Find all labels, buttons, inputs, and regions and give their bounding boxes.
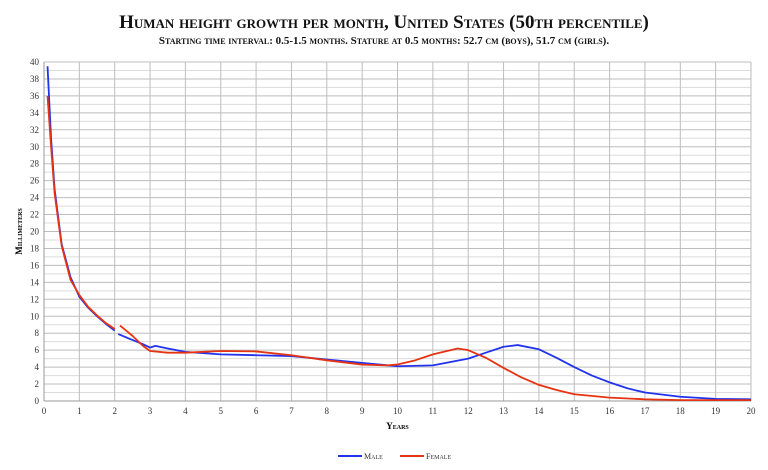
y-tick-label: 14 xyxy=(30,277,40,287)
x-tick-label: 3 xyxy=(148,406,153,416)
y-tick-label: 4 xyxy=(35,362,40,372)
x-tick-label: 8 xyxy=(325,406,330,416)
y-tick-label: 22 xyxy=(30,210,39,220)
y-tick-label: 0 xyxy=(35,396,40,406)
x-tick-label: 18 xyxy=(676,406,686,416)
series-line-female xyxy=(46,95,116,330)
x-tick-label: 15 xyxy=(570,406,580,416)
chart-title: Human height growth per month, United St… xyxy=(119,12,649,33)
series-line-male xyxy=(117,333,752,401)
y-tick-label: 26 xyxy=(30,176,40,186)
x-tick-label: 7 xyxy=(289,406,294,416)
x-tick-label: 4 xyxy=(183,406,188,416)
y-tick-label: 6 xyxy=(35,345,40,355)
x-tick-label: 16 xyxy=(605,406,615,416)
x-tick-label: 1 xyxy=(77,406,82,416)
y-tick-label: 12 xyxy=(30,294,39,304)
y-tick-label: 30 xyxy=(30,142,40,152)
y-tick-label: 2 xyxy=(35,379,40,389)
x-tick-label: 14 xyxy=(534,406,544,416)
y-tick-label: 16 xyxy=(30,260,40,270)
y-tick-label: 32 xyxy=(30,125,39,135)
legend-label-male: Male xyxy=(364,452,383,461)
x-tick-label: 11 xyxy=(429,406,438,416)
legend-label-female: Female xyxy=(426,452,451,461)
y-tick-label: 36 xyxy=(30,91,40,101)
y-tick-label: 34 xyxy=(30,108,40,118)
y-tick-label: 28 xyxy=(30,159,40,169)
x-tick-label: 10 xyxy=(393,406,403,416)
x-tick-label: 6 xyxy=(254,406,259,416)
x-tick-label: 12 xyxy=(464,406,473,416)
x-tick-label: 20 xyxy=(747,406,757,416)
x-tick-label: 0 xyxy=(42,406,47,416)
y-tick-label: 20 xyxy=(30,227,40,237)
y-tick-label: 40 xyxy=(30,57,40,67)
y-tick-label: 18 xyxy=(30,243,40,253)
x-tick-label: 5 xyxy=(219,406,224,416)
series-line-female xyxy=(119,324,751,402)
y-axis-label: Millimeters xyxy=(14,208,24,255)
x-axis-label: Years xyxy=(386,421,409,431)
x-tick-label: 19 xyxy=(711,406,721,416)
x-tick-label: 9 xyxy=(360,406,365,416)
y-tick-label: 8 xyxy=(35,328,40,338)
x-tick-label: 2 xyxy=(112,406,117,416)
y-tick-label: 24 xyxy=(30,193,40,203)
y-tick-label: 38 xyxy=(30,74,40,84)
chart-subtitle: Starting time interval: 0.5-1.5 months. … xyxy=(158,35,610,47)
y-tick-label: 10 xyxy=(30,311,40,321)
x-tick-label: 17 xyxy=(640,406,650,416)
x-tick-label: 13 xyxy=(499,406,509,416)
